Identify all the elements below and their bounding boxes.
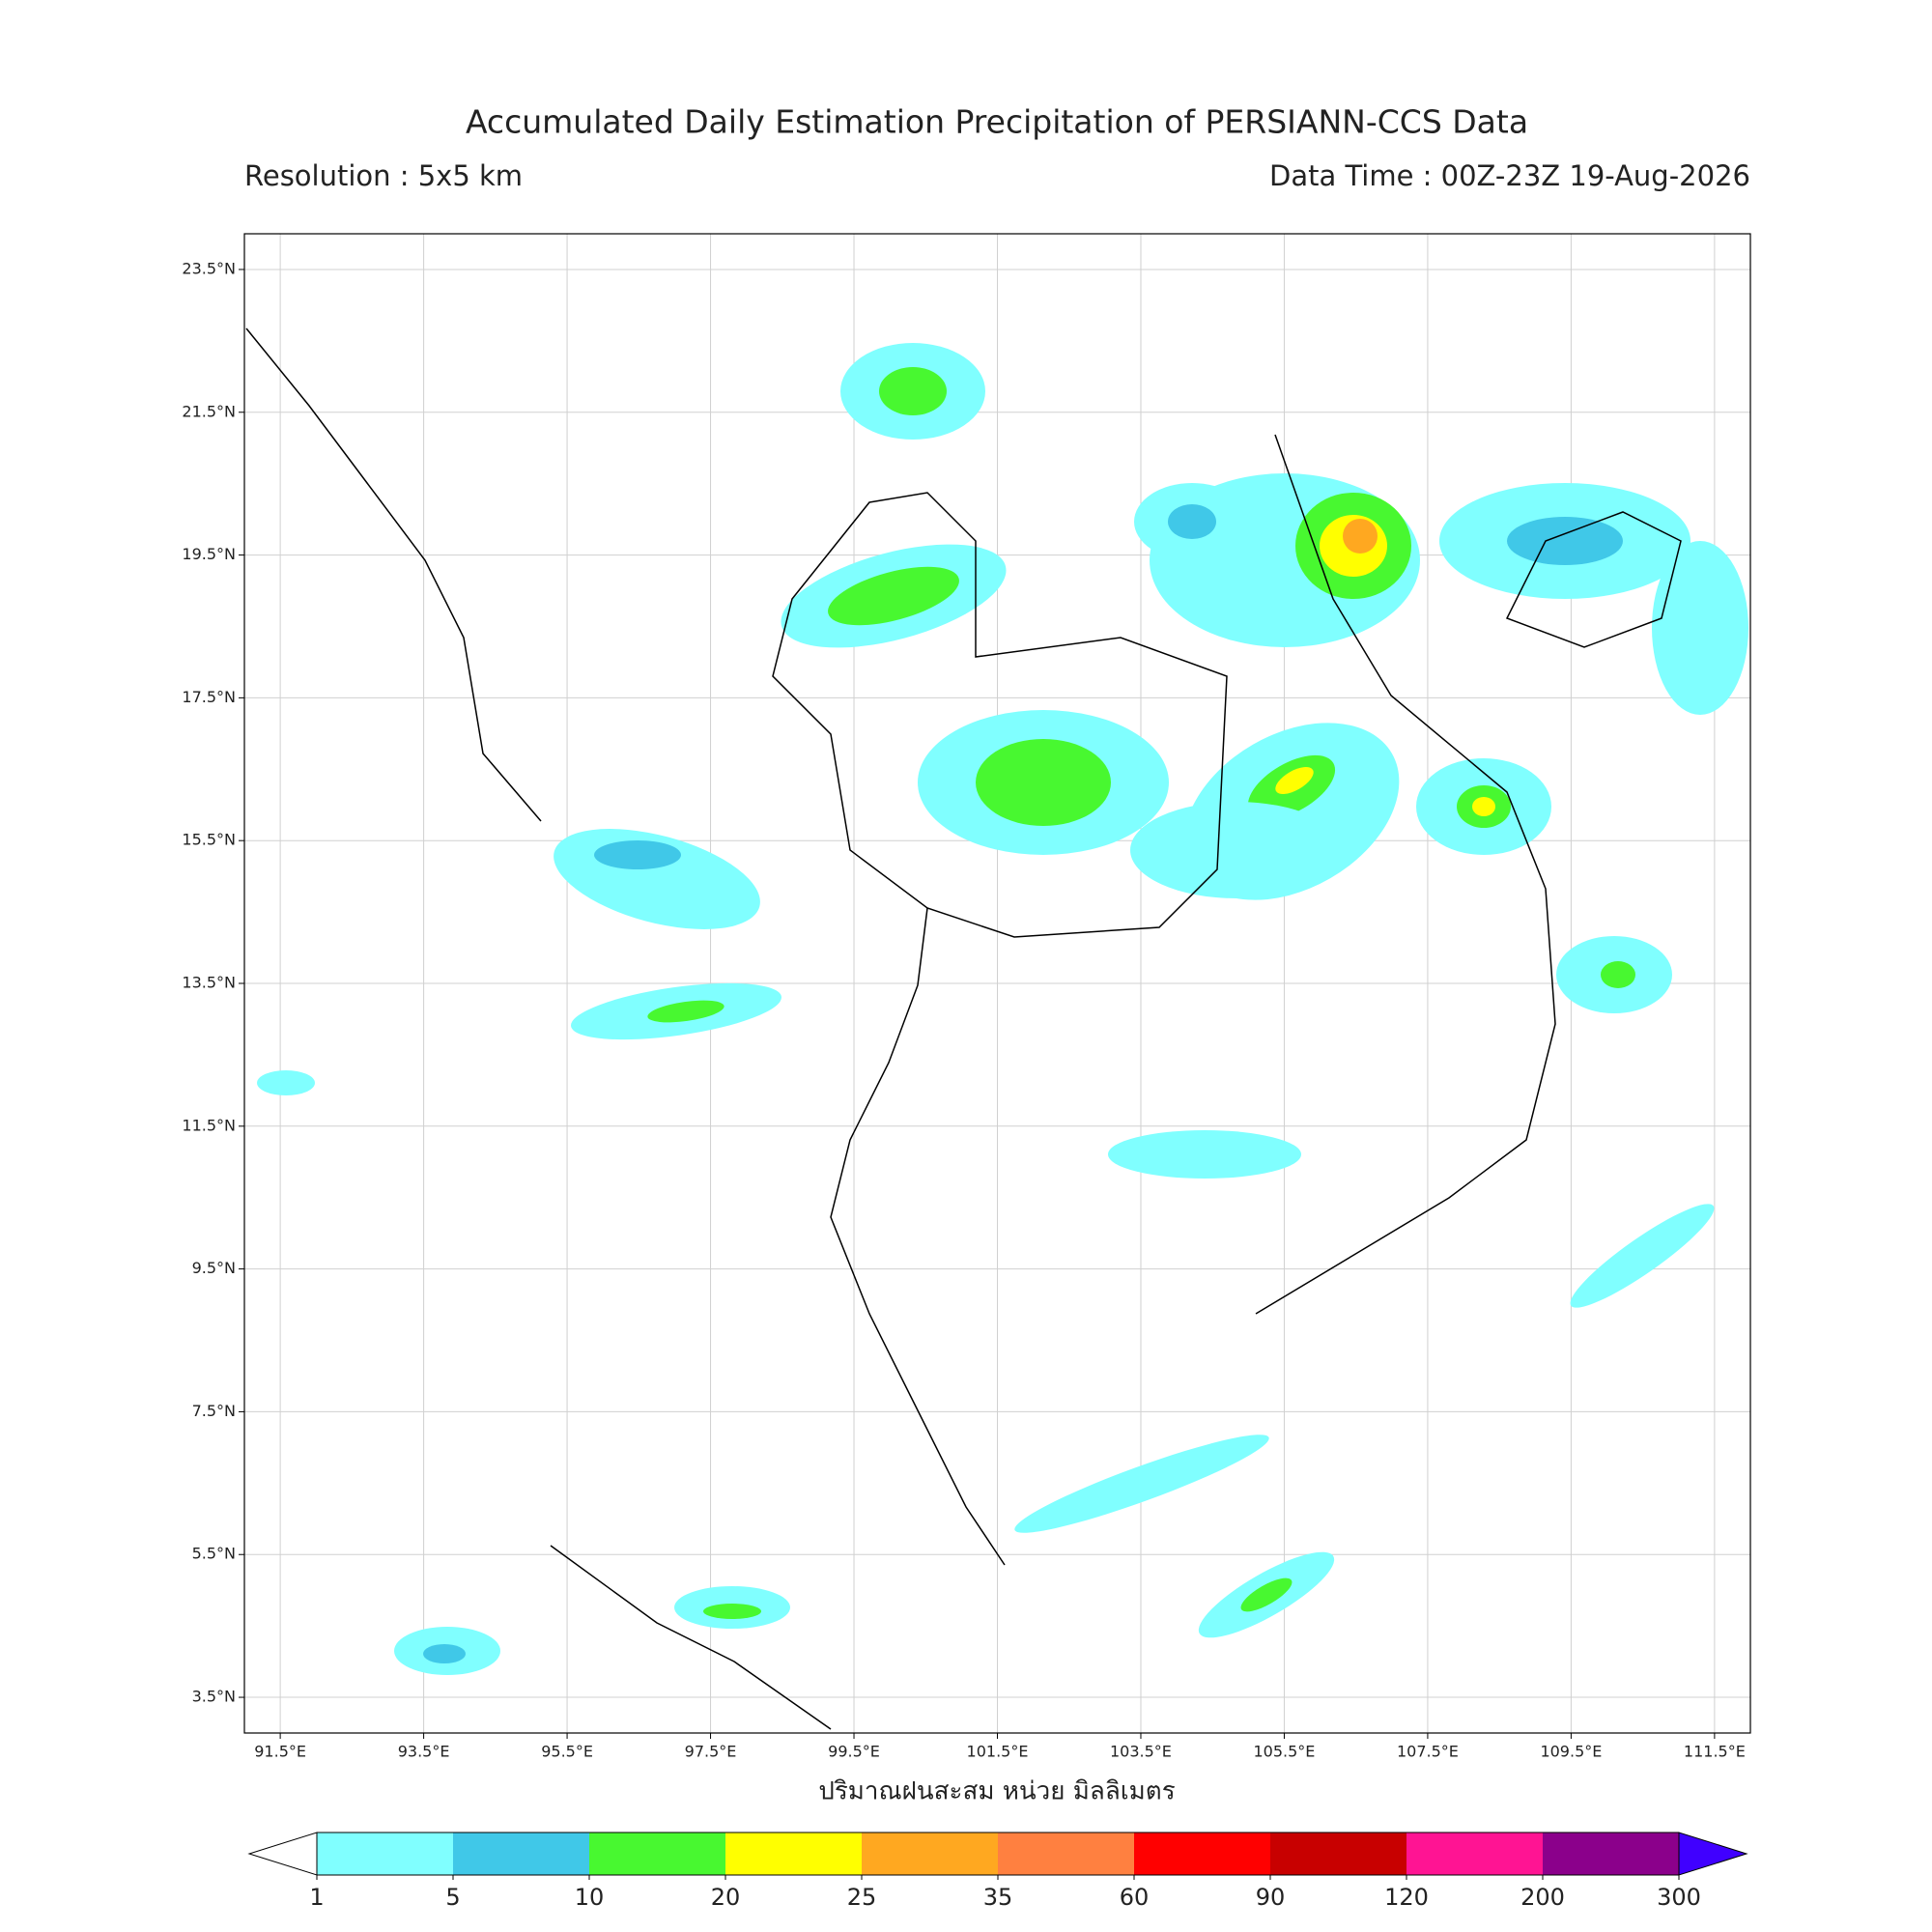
- colorbar-tick-label: 35: [983, 1884, 1013, 1911]
- rain-area: [1343, 519, 1378, 554]
- rain-area: [594, 840, 681, 869]
- subtitle-right: Data Time : 00Z-23Z 19-Aug-2026: [1269, 159, 1750, 192]
- axes: 91.5°E 93.5°E 95.5°E 97.5°E 99.5°E 101.5°E 103…: [182, 259, 1745, 1760]
- y-tick-label: 5.5°N: [192, 1545, 236, 1563]
- colorbar-bin: [1406, 1833, 1544, 1875]
- x-tick-label: 97.5°E: [685, 1743, 737, 1761]
- colorbar-tick-label: 25: [847, 1884, 877, 1911]
- rain-area: [1601, 961, 1635, 988]
- country-border: [772, 492, 1228, 938]
- colorbar-bin: [862, 1833, 999, 1875]
- rain-area: [1275, 767, 1314, 794]
- colorbar: 1 5 10 20 25 35 60 90 120 200 300: [247, 1832, 1748, 1911]
- rain-area: [703, 1604, 761, 1619]
- colorbar-bin: [725, 1833, 863, 1875]
- x-tick-label: 109.5°E: [1540, 1743, 1602, 1761]
- coastline: [245, 327, 542, 822]
- coastlines: [245, 327, 1682, 1730]
- precipitation: [257, 343, 1748, 1675]
- x-tick-label: 107.5°E: [1397, 1743, 1459, 1761]
- rain-area: [1130, 802, 1343, 898]
- rain-area: [1570, 1204, 1715, 1308]
- colorbar-label: ปริมาณฝนสะสม หน่วย มิลลิเมตร: [818, 1777, 1175, 1806]
- rain-area: [1240, 1577, 1293, 1612]
- x-tick-label: 91.5°E: [254, 1743, 306, 1761]
- colorbar-bin: [589, 1833, 726, 1875]
- rain-area: [1108, 1130, 1301, 1179]
- colorbar-bin: [317, 1833, 454, 1875]
- colorbar-tick-label: 10: [575, 1884, 605, 1911]
- rain-area: [1507, 517, 1623, 565]
- colorbar-bin: [998, 1833, 1135, 1875]
- colorbar-bin: [1134, 1833, 1271, 1875]
- title: Accumulated Daily Estimation Precipitati…: [466, 103, 1528, 141]
- rain-area: [647, 1000, 724, 1023]
- colorbar-tick-label: 200: [1520, 1884, 1565, 1911]
- x-tick-label: 99.5°E: [828, 1743, 880, 1761]
- colorbar-extend-max: [1678, 1832, 1748, 1876]
- colorbar-tick-label: 60: [1120, 1884, 1150, 1911]
- coastline: [1505, 511, 1682, 648]
- subtitle-left: Resolution : 5x5 km: [244, 159, 523, 192]
- rain-area: [1168, 504, 1216, 539]
- rain-area: [423, 1644, 466, 1663]
- rain-area: [257, 1070, 315, 1095]
- y-tick-label: 15.5°N: [182, 831, 236, 849]
- x-tick-label: 101.5°E: [967, 1743, 1029, 1761]
- coastline: [1255, 434, 1556, 1315]
- x-tick-label: 93.5°E: [398, 1743, 450, 1761]
- y-tick-label: 13.5°N: [182, 974, 236, 992]
- y-tick-label: 21.5°N: [182, 402, 236, 420]
- y-tick-label: 9.5°N: [192, 1259, 236, 1277]
- colorbar-tick-label: 90: [1256, 1884, 1286, 1911]
- colorbar-tick-label: 1: [309, 1884, 324, 1911]
- y-tick-label: 23.5°N: [182, 259, 236, 277]
- rain-area: [828, 566, 959, 626]
- rain-area: [1014, 1435, 1269, 1533]
- rain-area: [1472, 797, 1495, 816]
- colorbar-bin: [1543, 1833, 1680, 1875]
- y-tick-label: 3.5°N: [192, 1688, 236, 1706]
- colorbar-extend-min: [247, 1832, 318, 1876]
- rain-area: [554, 829, 760, 929]
- colorbar-tick-label: 120: [1384, 1884, 1429, 1911]
- x-tick-label: 111.5°E: [1684, 1743, 1746, 1761]
- y-tick-label: 11.5°N: [182, 1116, 236, 1134]
- rain-area: [976, 739, 1111, 826]
- y-tick-label: 19.5°N: [182, 545, 236, 563]
- grid: [244, 234, 1750, 1733]
- coastline: [830, 907, 1006, 1566]
- x-tick-label: 103.5°E: [1110, 1743, 1172, 1761]
- rain-area: [879, 367, 947, 415]
- colorbar-bin: [1270, 1833, 1407, 1875]
- y-tick-label: 7.5°N: [192, 1402, 236, 1420]
- x-tick-label: 95.5°E: [541, 1743, 593, 1761]
- colorbar-outline: [316, 1832, 1680, 1876]
- x-tick-label: 105.5°E: [1253, 1743, 1315, 1761]
- colorbar-bin: [453, 1833, 590, 1875]
- y-tick-label: 17.5°N: [182, 688, 236, 706]
- coastline: [550, 1545, 832, 1730]
- colorbar-tick-label: 5: [445, 1884, 460, 1911]
- colorbar-tick-label: 300: [1657, 1884, 1701, 1911]
- rain-area: [1652, 541, 1748, 715]
- colorbar-tick-label: 20: [711, 1884, 741, 1911]
